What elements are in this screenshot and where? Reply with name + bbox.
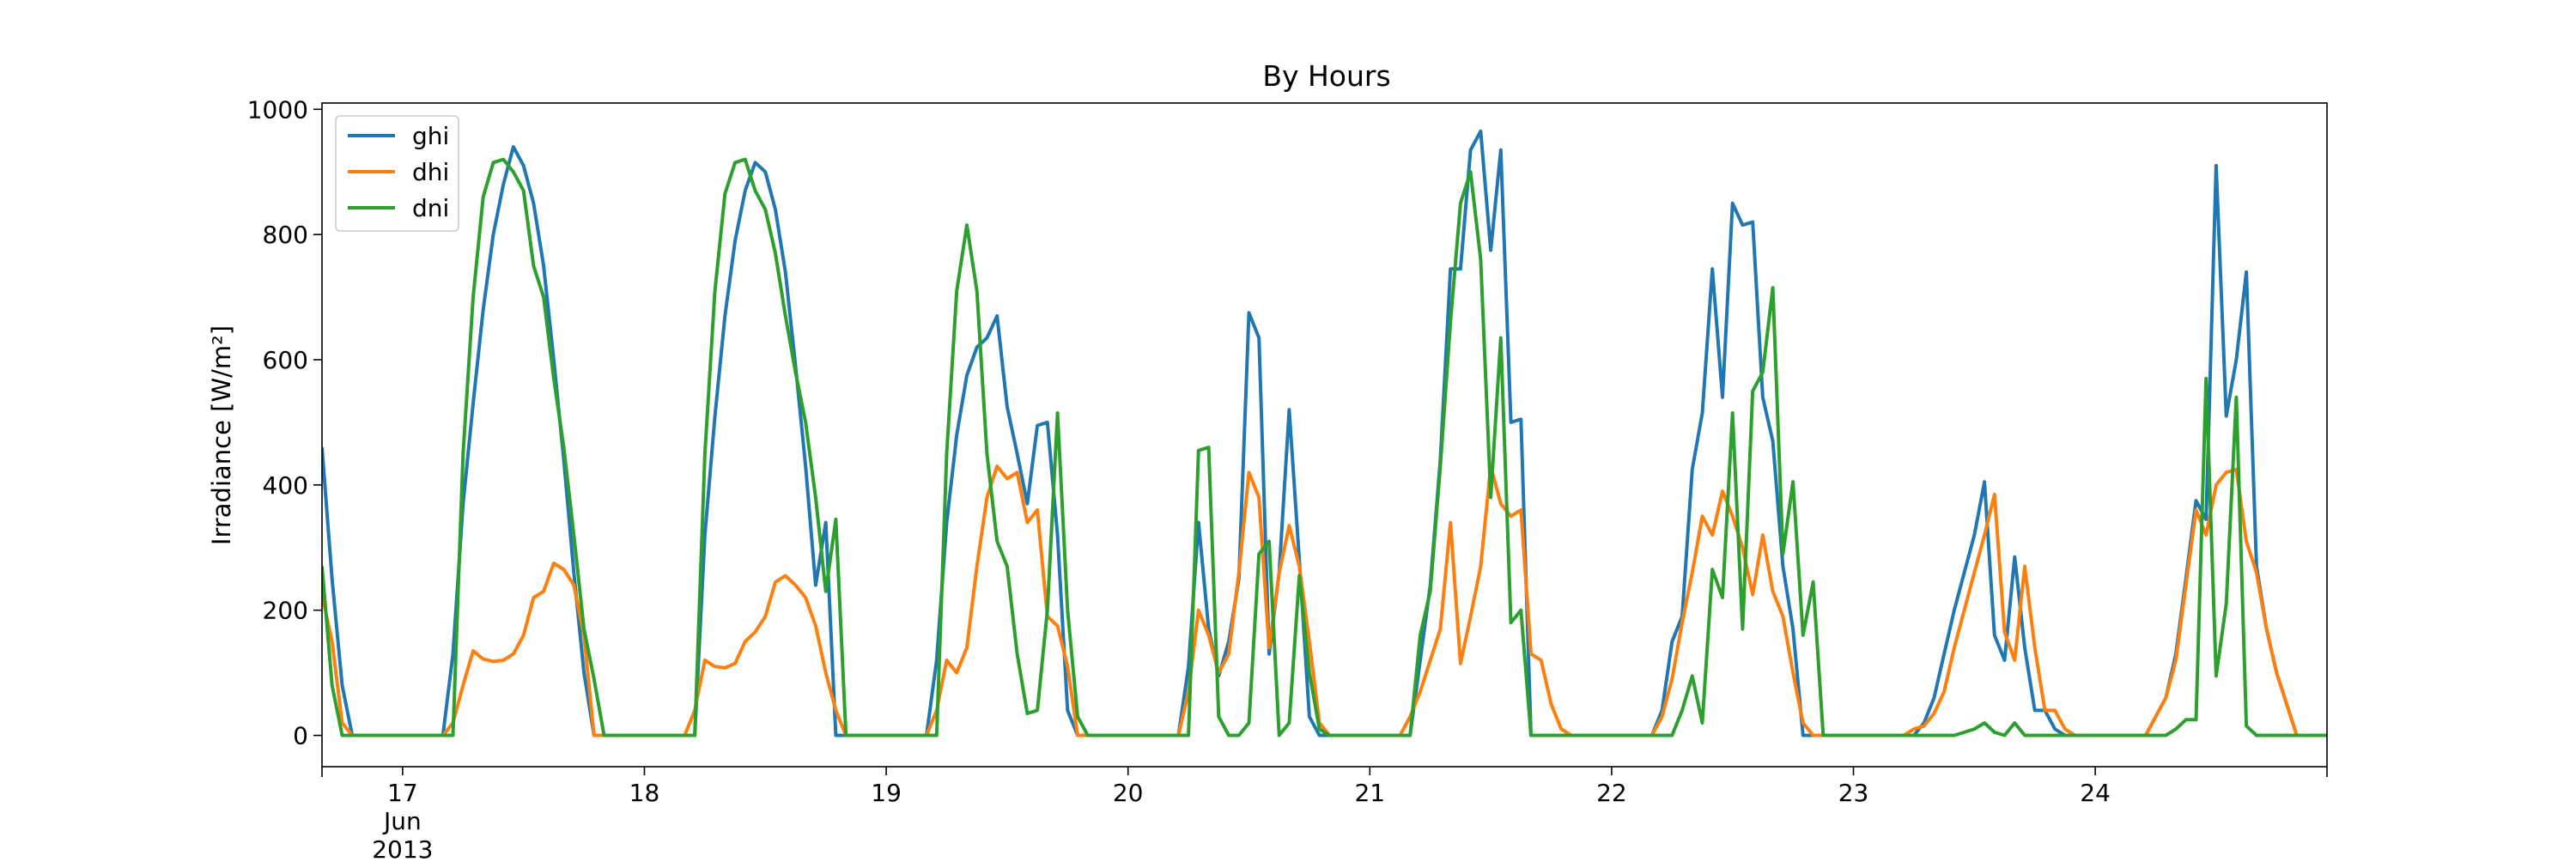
x-tick-label: 20: [1113, 779, 1144, 807]
x-tick-label: 19: [871, 779, 902, 807]
y-tick-label: 800: [263, 221, 308, 249]
x-tick-label: 23: [1838, 779, 1869, 807]
x-tick-label: 22: [1596, 779, 1627, 807]
legend-label-ghi: ghi: [412, 122, 449, 150]
x-tick-sublabel: 2013: [372, 835, 433, 859]
x-tick-label: 18: [629, 779, 660, 807]
y-tick-label: 0: [293, 722, 308, 750]
x-tick-label: 21: [1354, 779, 1385, 807]
legend-box: [335, 115, 459, 232]
legend-label-dni: dni: [412, 194, 449, 222]
chart-title: By Hours: [1262, 59, 1390, 93]
x-tick-sublabel: Jun: [382, 807, 422, 835]
y-tick-label: 400: [263, 471, 308, 500]
y-axis-label: Irradiance [W/m²]: [207, 325, 236, 545]
y-tick-label: 1000: [247, 95, 308, 124]
x-tick-label: 24: [2080, 779, 2111, 807]
y-tick-label: 200: [263, 597, 308, 625]
legend-label-dhi: dhi: [412, 158, 449, 186]
plot-area: [322, 129, 2327, 738]
plot-frame: [321, 102, 2328, 768]
legend: ghi dhi dni: [335, 115, 459, 232]
x-tick-label: 17: [387, 779, 418, 807]
series-line-dni: [322, 157, 2327, 738]
y-tick-label: 600: [263, 346, 308, 374]
